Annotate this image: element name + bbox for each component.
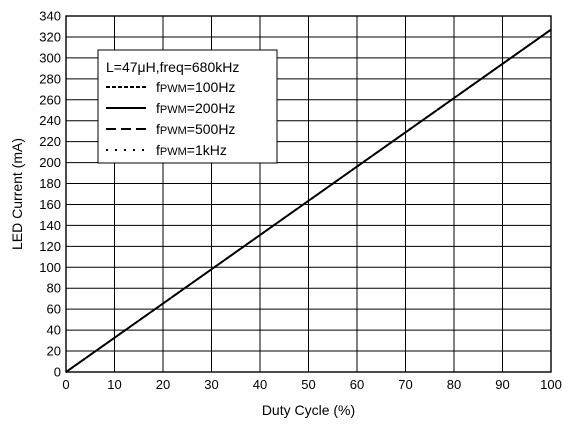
legend-value: =200Hz bbox=[187, 100, 236, 116]
x-tick-label: 80 bbox=[447, 377, 461, 392]
legend-value: =1kHz bbox=[187, 142, 227, 158]
x-tick-label: 60 bbox=[350, 377, 364, 392]
legend-subscript: PWM bbox=[160, 104, 187, 116]
x-axis: 0 10 20 30 40 50 60 70 80 90 100 bbox=[62, 377, 561, 392]
y-tick-label: 40 bbox=[47, 323, 61, 338]
y-tick-label: 300 bbox=[39, 50, 61, 65]
legend-subscript: PWM bbox=[160, 146, 187, 158]
y-tick-label: 180 bbox=[39, 176, 61, 191]
legend-title: L=47μH,freq=680kHz bbox=[106, 59, 239, 75]
x-tick-label: 10 bbox=[107, 377, 121, 392]
legend: L=47μH,freq=680kHz fPWM=100HzfPWM=200Hzf… bbox=[98, 50, 277, 163]
y-axis: 0 20 40 60 80 100 120 140 160 180 200 220 240 260 280 3… bbox=[39, 9, 61, 380]
legend-subscript: PWM bbox=[160, 83, 187, 95]
x-tick-label: 30 bbox=[204, 377, 218, 392]
y-tick-label: 220 bbox=[39, 134, 61, 149]
y-tick-label: 320 bbox=[39, 29, 61, 44]
legend-value: =100Hz bbox=[187, 79, 236, 95]
y-tick-label: 100 bbox=[39, 260, 61, 275]
y-tick-label: 0 bbox=[54, 365, 61, 380]
y-tick-label: 60 bbox=[47, 302, 61, 317]
y-tick-label: 120 bbox=[39, 239, 61, 254]
y-tick-label: 160 bbox=[39, 197, 61, 212]
y-axis-title: LED Current (mA) bbox=[9, 138, 25, 250]
y-tick-label: 340 bbox=[39, 9, 61, 24]
x-tick-label: 40 bbox=[253, 377, 267, 392]
x-tick-label: 100 bbox=[540, 377, 562, 392]
y-tick-label: 140 bbox=[39, 218, 61, 233]
y-tick-label: 260 bbox=[39, 92, 61, 107]
x-axis-title: Duty Cycle (%) bbox=[262, 402, 355, 418]
y-tick-label: 20 bbox=[47, 344, 61, 359]
x-tick-label: 0 bbox=[62, 377, 69, 392]
y-tick-label: 280 bbox=[39, 71, 61, 86]
x-tick-label: 70 bbox=[398, 377, 412, 392]
legend-value: =500Hz bbox=[187, 121, 236, 137]
y-tick-label: 80 bbox=[47, 281, 61, 296]
y-tick-label: 240 bbox=[39, 113, 61, 128]
legend-subscript: PWM bbox=[160, 125, 187, 137]
x-tick-label: 50 bbox=[301, 377, 315, 392]
x-tick-label: 20 bbox=[156, 377, 170, 392]
y-tick-label: 200 bbox=[39, 155, 61, 170]
x-tick-label: 90 bbox=[495, 377, 509, 392]
